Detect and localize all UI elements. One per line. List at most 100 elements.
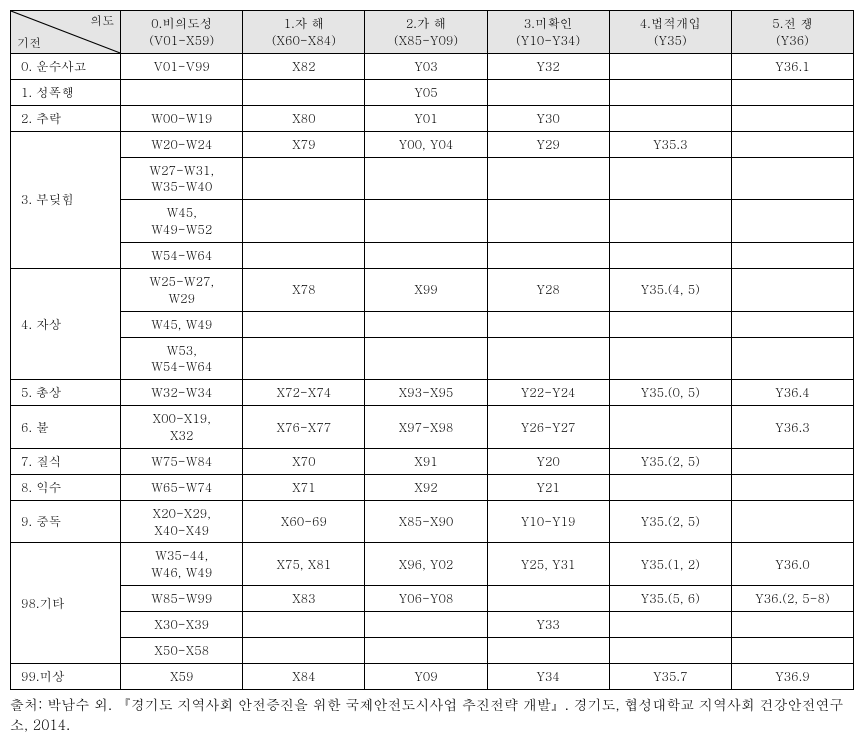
table-cell [365,157,487,200]
row-header: 8. 익수 [11,474,121,500]
table-row: W53,W54-W64 [11,337,854,380]
table-cell: Y35.(0, 5) [609,380,731,406]
table-cell [609,79,731,105]
col-header: 1.자 해 (X60-X84) [243,11,365,54]
table-cell [243,612,365,638]
table-row: W54-W64 [11,243,854,269]
table-cell: X80 [243,105,365,131]
table-cell: X96, Y02 [365,543,487,586]
table-cell [609,200,731,243]
table-row: X50-X58 [11,637,854,663]
table-cell: W75-W84 [121,448,243,474]
table-cell [609,54,731,80]
table-cell: X00-X19,X32 [121,406,243,449]
table-cell: Y09 [365,663,487,689]
table-cell [731,157,853,200]
table-cell [731,337,853,380]
col-header: 4.법적개입 (Y35) [609,11,731,54]
table-cell: X92 [365,474,487,500]
table-cell: X30-X39 [121,612,243,638]
table-cell: X59 [121,663,243,689]
table-cell: X78 [243,268,365,311]
row-header: 5. 총상 [11,380,121,406]
table-cell: Y32 [487,54,609,80]
table-cell: Y33 [487,612,609,638]
col-header: 0.비의도성 (V01-X59) [121,11,243,54]
row-header: 6. 불 [11,406,121,449]
table-cell: W20-W24 [121,131,243,157]
table-row: W45, W49 [11,311,854,337]
table-cell: Y34 [487,663,609,689]
table-cell [243,79,365,105]
diag-bottom-label: 기전 [17,35,41,51]
table-cell [609,311,731,337]
table-cell: W54-W64 [121,243,243,269]
row-header: 0. 운수사고 [11,54,121,80]
table-cell [487,337,609,380]
table-cell: X70 [243,448,365,474]
table-cell [731,268,853,311]
row-header: 99.미상 [11,663,121,689]
table-cell: X72-X74 [243,380,365,406]
table-cell: W35-44,W46, W49 [121,543,243,586]
table-cell: Y25, Y31 [487,543,609,586]
table-cell [487,586,609,612]
table-cell: X60-69 [243,500,365,543]
table-cell [609,406,731,449]
table-cell [609,474,731,500]
table-cell [731,200,853,243]
source-citation: 출처: 박남수 외. 『경기도 지역사회 안전증진을 위한 국제안전도시사업 추… [10,694,854,735]
row-header: 9. 중독 [11,500,121,543]
table-row: 99.미상X59X84Y09Y34Y35.7Y36.9 [11,663,854,689]
table-cell [243,243,365,269]
table-cell [609,243,731,269]
classification-table: 의도 기전 0.비의도성 (V01-X59) 1.자 해 (X60-X84) 2… [10,10,854,690]
table-cell: X93-X95 [365,380,487,406]
table-cell: X50-X58 [121,637,243,663]
table-cell [365,243,487,269]
row-header: 4. 자상 [11,268,121,379]
table-cell [609,105,731,131]
table-cell [731,500,853,543]
col-header: 3.미확인 (Y10-Y34) [487,11,609,54]
table-cell [487,243,609,269]
table-cell: X99 [365,268,487,311]
table-cell [731,448,853,474]
table-cell: Y36.(2, 5-8) [731,586,853,612]
table-row: W27-W31,W35-W40 [11,157,854,200]
col-header: 2.가 해 (X85-Y09) [365,11,487,54]
table-row: 8. 익수W65-W74X71X92Y21 [11,474,854,500]
table-cell: Y28 [487,268,609,311]
table-cell [731,131,853,157]
table-cell: Y10-Y19 [487,500,609,543]
table-cell: Y06-Y08 [365,586,487,612]
table-cell [121,79,243,105]
table-cell: Y35.(1, 2) [609,543,731,586]
table-cell: Y35.(2, 5) [609,448,731,474]
table-cell [243,200,365,243]
table-cell [731,243,853,269]
table-row: 9. 중독X20-X29,X40-X49X60-69X85-X90Y10-Y19… [11,500,854,543]
table-cell: Y35.(5, 6) [609,586,731,612]
table-cell [731,612,853,638]
table-cell: Y05 [365,79,487,105]
table-cell [731,79,853,105]
table-cell [731,311,853,337]
table-row: 0. 운수사고V01-V99X82Y03Y32Y36.1 [11,54,854,80]
table-cell: Y36.3 [731,406,853,449]
table-cell [731,474,853,500]
table-cell: Y36.0 [731,543,853,586]
table-cell [243,337,365,380]
table-cell [487,637,609,663]
table-cell: Y35.7 [609,663,731,689]
table-cell: X82 [243,54,365,80]
table-cell [365,637,487,663]
table-row: 3. 부딪힘W20-W24X79Y00, Y04Y29Y35.3 [11,131,854,157]
table-cell: Y00, Y04 [365,131,487,157]
table-cell: W65-W74 [121,474,243,500]
table-cell: W25-W27,W29 [121,268,243,311]
table-cell [731,105,853,131]
table-cell: Y35.(2, 5) [609,500,731,543]
table-cell: V01-V99 [121,54,243,80]
table-cell: Y20 [487,448,609,474]
